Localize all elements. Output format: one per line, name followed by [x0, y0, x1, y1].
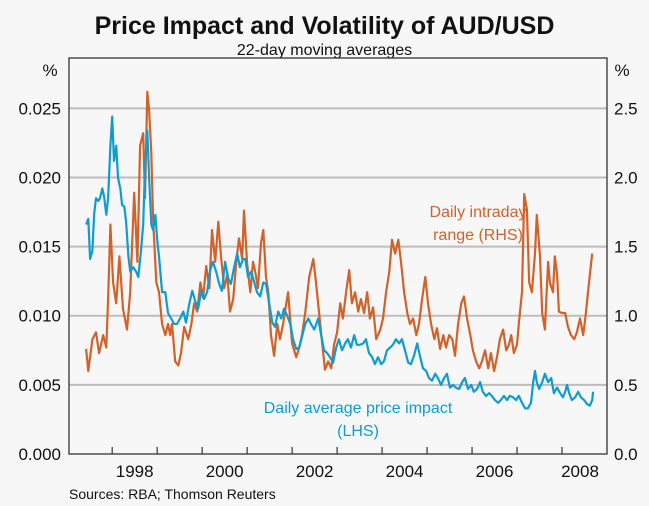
left-y-tick-label: 0.000: [18, 445, 61, 464]
left-unit-label: %: [42, 61, 57, 80]
price-impact-label-line1: Daily average price impact: [264, 400, 453, 417]
x-tick-label: 2008: [561, 462, 599, 481]
plot-frame: [68, 57, 608, 455]
left-y-tick-label: 0.015: [18, 238, 61, 257]
right-y-tick-label: 0.0: [614, 445, 638, 464]
x-axis: 1998 2000 2002 2004 2006 2008: [111, 447, 599, 481]
series-group: [85, 90, 595, 410]
intraday-range-annotation: Daily intraday range (RHS): [430, 204, 527, 244]
x-tick-label: 2006: [476, 462, 514, 481]
right-y-tick-label: 0.5: [614, 376, 638, 395]
intraday_range-line: [85, 90, 594, 373]
right-y-tick-label: 2.0: [614, 168, 638, 187]
right-y-tick-label: 1.0: [614, 307, 638, 326]
source-note: Sources: RBA; Thomson Reuters: [69, 486, 276, 502]
price-impact-label-line2: (LHS): [337, 423, 379, 440]
price_impact-line: [85, 115, 595, 410]
left-y-tick-label: 0.020: [18, 168, 61, 187]
left-y-tick-label: 0.005: [18, 376, 61, 395]
x-tick-label: 2004: [386, 462, 424, 481]
left-y-tick-label: 0.010: [18, 307, 61, 326]
plot-border: [68, 57, 608, 455]
x-tick-label: 2000: [206, 462, 244, 481]
x-tick-label: 2002: [296, 462, 334, 481]
right-y-tick-label: 2.5: [614, 99, 638, 118]
intraday-range-label-line2: range (RHS): [433, 227, 523, 244]
right-unit-label: %: [614, 61, 629, 80]
price-impact-annotation: Daily average price impact (LHS): [264, 400, 453, 440]
x-tick-label: 1998: [116, 462, 154, 481]
left-y-axis: 0.000 0.005 0.010 0.015 0.020 0.025: [18, 99, 61, 464]
chart-title: Price Impact and Volatility of AUD/USD: [95, 12, 555, 40]
right-y-axis: 0.0 0.5 1.0 1.5 2.0 2.5: [614, 99, 638, 464]
chart-subtitle: 22-day moving averages: [237, 42, 412, 59]
left-y-tick-label: 0.025: [18, 99, 61, 118]
right-y-tick-label: 1.5: [614, 238, 638, 257]
intraday-range-label-line1: Daily intraday: [430, 204, 527, 221]
